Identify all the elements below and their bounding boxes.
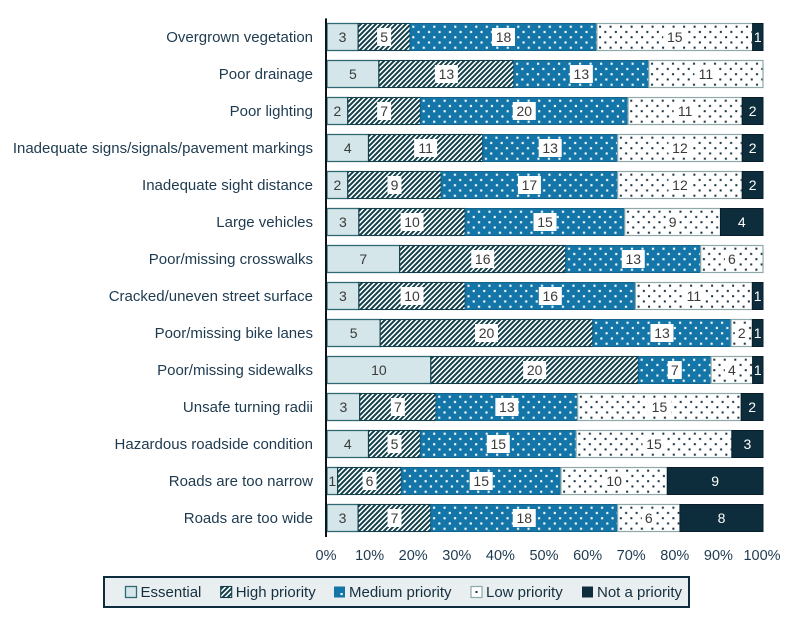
svg-text:1: 1 <box>328 473 336 489</box>
svg-text:2: 2 <box>749 140 757 156</box>
svg-text:15: 15 <box>537 214 553 230</box>
svg-text:Inadequate sight distance: Inadequate sight distance <box>142 177 313 194</box>
svg-text:11: 11 <box>678 103 693 119</box>
svg-text:7: 7 <box>391 510 399 526</box>
svg-text:2: 2 <box>749 177 757 193</box>
svg-text:Poor/missing sidewalks: Poor/missing sidewalks <box>157 362 313 379</box>
svg-text:9: 9 <box>669 214 677 230</box>
svg-text:3: 3 <box>339 214 347 230</box>
svg-text:90%: 90% <box>704 548 733 564</box>
svg-text:10: 10 <box>404 288 420 304</box>
svg-text:3: 3 <box>339 399 347 415</box>
svg-text:13: 13 <box>542 140 558 156</box>
svg-text:20: 20 <box>479 325 495 341</box>
svg-text:4: 4 <box>344 436 352 452</box>
svg-text:6: 6 <box>366 473 374 489</box>
svg-text:Poor/missing bike lanes: Poor/missing bike lanes <box>155 325 313 342</box>
svg-text:15: 15 <box>646 436 662 452</box>
svg-text:5: 5 <box>391 436 399 452</box>
svg-text:3: 3 <box>339 29 347 45</box>
svg-text:9: 9 <box>391 177 399 193</box>
svg-text:Roads are too wide: Roads are too wide <box>184 510 313 527</box>
svg-text:5: 5 <box>380 29 388 45</box>
svg-text:20%: 20% <box>399 548 428 564</box>
svg-text:Large vehicles: Large vehicles <box>216 214 313 231</box>
svg-text:1: 1 <box>754 362 762 378</box>
svg-text:1: 1 <box>754 288 762 304</box>
svg-text:10: 10 <box>404 214 420 230</box>
svg-text:High priority: High priority <box>236 584 317 601</box>
svg-text:10%: 10% <box>355 548 384 564</box>
svg-text:6: 6 <box>645 510 653 526</box>
svg-text:13: 13 <box>574 66 590 82</box>
svg-text:18: 18 <box>496 29 512 45</box>
svg-text:3: 3 <box>339 288 347 304</box>
svg-text:15: 15 <box>667 29 683 45</box>
svg-text:4: 4 <box>728 362 736 378</box>
svg-text:13: 13 <box>439 66 455 82</box>
svg-text:18: 18 <box>516 510 532 526</box>
svg-text:16: 16 <box>475 251 491 267</box>
svg-text:16: 16 <box>543 288 559 304</box>
svg-text:80%: 80% <box>660 548 689 564</box>
svg-text:7: 7 <box>380 103 388 119</box>
svg-text:Poor lighting: Poor lighting <box>230 103 313 120</box>
svg-text:10: 10 <box>371 362 387 378</box>
svg-text:8: 8 <box>718 510 726 526</box>
svg-text:1: 1 <box>754 29 762 45</box>
svg-text:3: 3 <box>339 510 347 526</box>
svg-text:12: 12 <box>672 177 688 193</box>
svg-text:3: 3 <box>744 436 752 452</box>
svg-text:12: 12 <box>672 140 688 156</box>
svg-text:9: 9 <box>711 473 719 489</box>
svg-text:4: 4 <box>738 214 746 230</box>
svg-text:2: 2 <box>333 103 341 119</box>
svg-text:11: 11 <box>687 288 702 304</box>
svg-text:Unsafe turning radii: Unsafe turning radii <box>183 399 313 416</box>
svg-text:20: 20 <box>527 362 543 378</box>
svg-text:7: 7 <box>394 399 402 415</box>
svg-text:6: 6 <box>728 251 736 267</box>
svg-text:Essential: Essential <box>141 584 202 601</box>
svg-text:13: 13 <box>625 251 641 267</box>
svg-text:30%: 30% <box>442 548 471 564</box>
svg-text:5: 5 <box>350 325 358 341</box>
svg-text:11: 11 <box>699 66 714 82</box>
svg-text:10: 10 <box>606 473 622 489</box>
svg-text:13: 13 <box>499 399 515 415</box>
svg-text:4: 4 <box>344 140 352 156</box>
svg-text:0%: 0% <box>316 548 337 564</box>
svg-text:Low priority: Low priority <box>486 584 563 601</box>
svg-text:2: 2 <box>748 399 756 415</box>
svg-text:70%: 70% <box>617 548 646 564</box>
svg-text:Roads are too narrow: Roads are too narrow <box>169 473 313 490</box>
svg-text:15: 15 <box>491 436 507 452</box>
svg-text:Not a priority: Not a priority <box>597 584 683 601</box>
svg-text:15: 15 <box>473 473 489 489</box>
svg-text:7: 7 <box>671 362 679 378</box>
svg-text:5: 5 <box>349 66 357 82</box>
svg-text:Cracked/uneven street surface: Cracked/uneven street surface <box>109 288 313 305</box>
svg-text:Hazardous roadside condition: Hazardous roadside condition <box>115 436 313 453</box>
svg-text:2: 2 <box>749 103 757 119</box>
svg-text:13: 13 <box>654 325 670 341</box>
svg-text:Overgrown vegetation: Overgrown vegetation <box>166 29 313 46</box>
svg-text:20: 20 <box>516 103 532 119</box>
svg-text:17: 17 <box>522 177 538 193</box>
svg-text:100%: 100% <box>743 548 780 564</box>
svg-text:11: 11 <box>418 140 433 156</box>
svg-text:Poor/missing crosswalks: Poor/missing crosswalks <box>149 251 313 268</box>
svg-text:Poor drainage: Poor drainage <box>219 66 313 83</box>
svg-text:Medium priority: Medium priority <box>349 584 452 601</box>
svg-text:7: 7 <box>359 251 367 267</box>
svg-text:15: 15 <box>652 399 668 415</box>
svg-text:40%: 40% <box>486 548 515 564</box>
svg-text:1: 1 <box>754 325 762 341</box>
svg-text:50%: 50% <box>529 548 558 564</box>
svg-text:2: 2 <box>333 177 341 193</box>
svg-text:2: 2 <box>738 325 746 341</box>
svg-text:60%: 60% <box>573 548 602 564</box>
svg-text:Inadequate signs/signals/pavem: Inadequate signs/signals/pavement markin… <box>13 140 313 157</box>
